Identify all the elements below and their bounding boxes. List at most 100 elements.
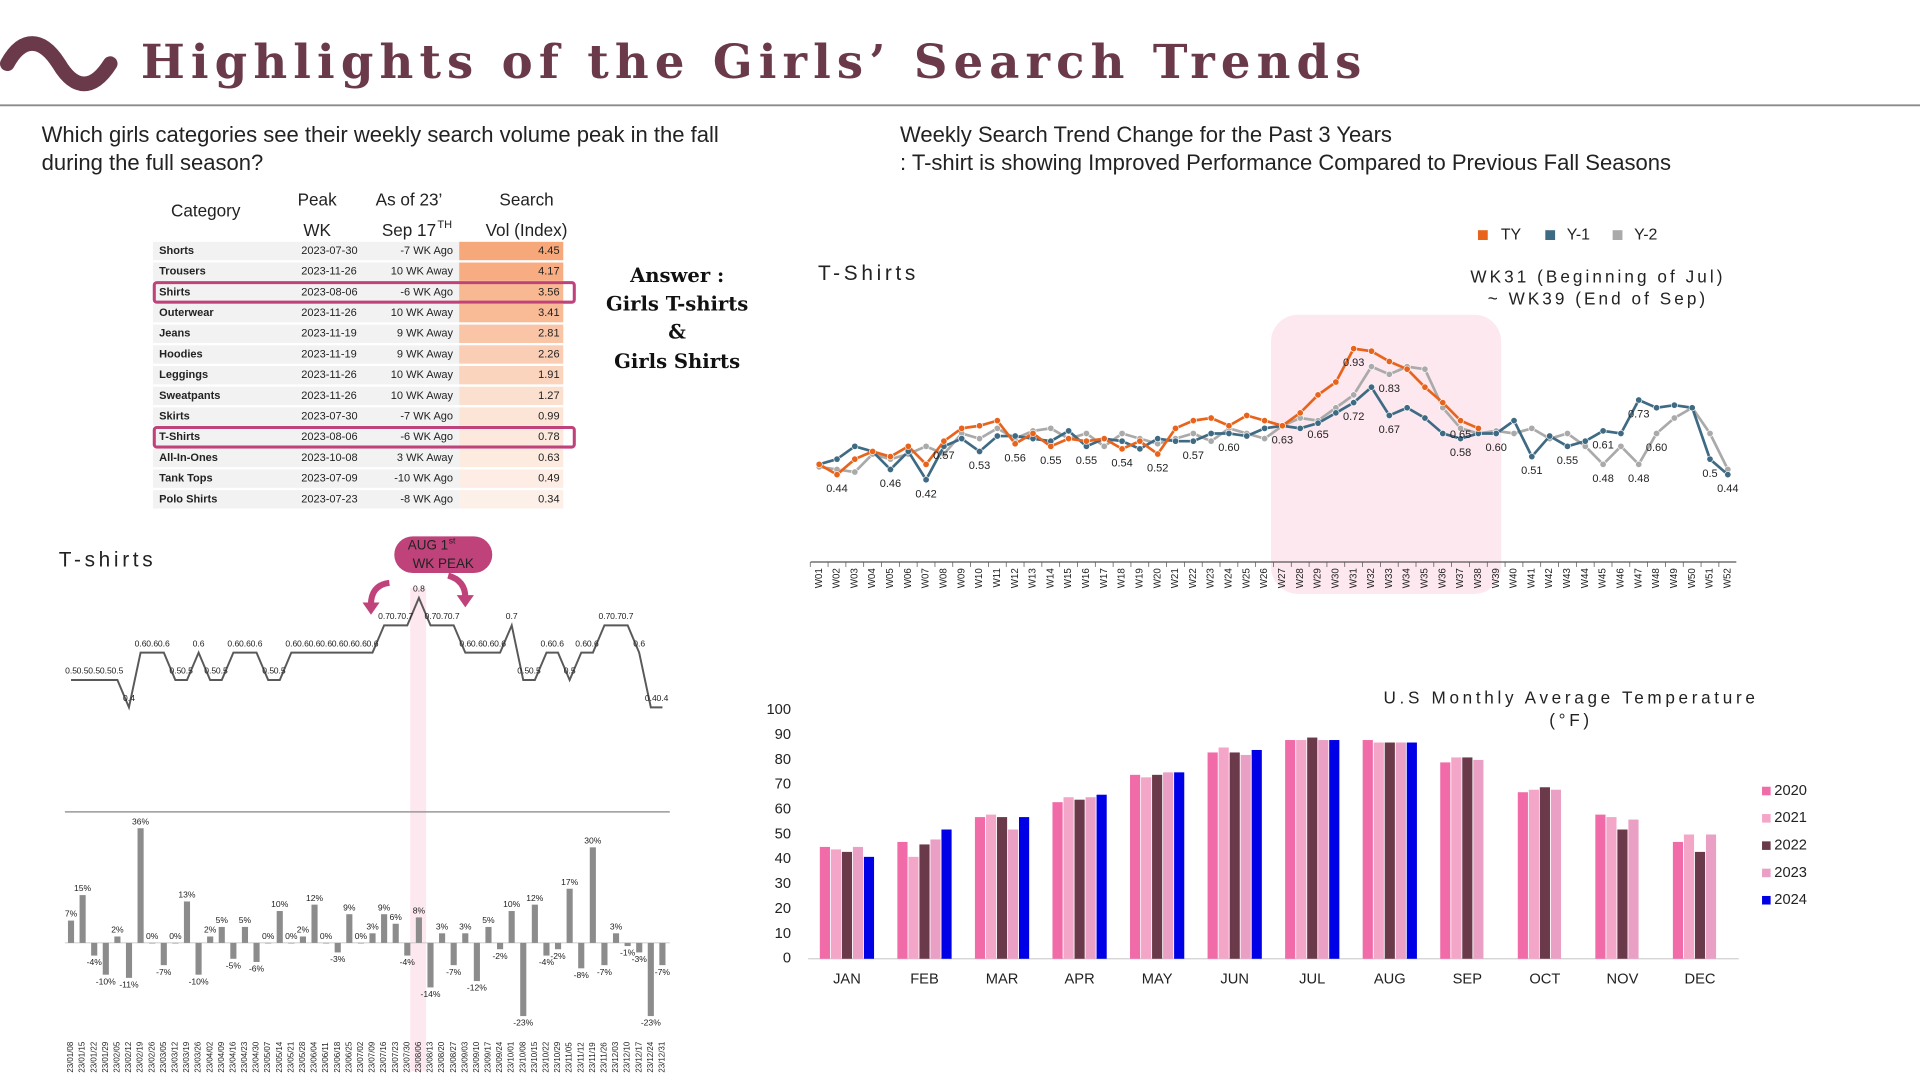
x-tick-label: W21 xyxy=(1170,568,1181,588)
marker xyxy=(922,476,930,484)
data-label: 0.6 xyxy=(193,638,205,648)
x-tick-label: W45 xyxy=(1598,568,1609,589)
bar xyxy=(647,942,654,1017)
x-tick-label: MAR xyxy=(986,971,1019,987)
y-tick-label: 10 xyxy=(775,926,791,942)
marker xyxy=(869,447,877,455)
marker xyxy=(1385,411,1393,419)
marker xyxy=(958,435,966,443)
peak-band xyxy=(410,587,427,1072)
marker xyxy=(1118,429,1126,437)
table-header: Vol (Index) xyxy=(486,220,568,240)
x-tick-label: 23/08/13 xyxy=(426,1041,435,1072)
answer: & xyxy=(668,321,686,344)
data-label: -2% xyxy=(550,951,566,961)
bar xyxy=(1694,851,1706,959)
data-label: 15% xyxy=(74,883,92,893)
data-label: 0.83 xyxy=(1379,383,1400,395)
chart-title: T-shirts xyxy=(59,548,157,571)
data-label: -5% xyxy=(226,960,242,970)
x-tick-label: 23/09/24 xyxy=(495,1041,504,1072)
x-tick-label: W50 xyxy=(1687,568,1698,589)
cell: 0.63 xyxy=(538,452,559,464)
bar xyxy=(1074,799,1085,959)
x-tick-label: 23/05/21 xyxy=(286,1041,295,1072)
vol-cell xyxy=(459,428,564,447)
x-tick-label: 23/07/09 xyxy=(368,1041,377,1072)
bar xyxy=(311,904,318,943)
marker xyxy=(1403,404,1411,412)
bar xyxy=(1063,797,1074,959)
row-bg xyxy=(153,241,460,261)
row-bg xyxy=(153,490,460,509)
data-label: 0.5 xyxy=(204,666,216,676)
data-label: 0.55 xyxy=(1076,455,1097,467)
data-label: 0.5 xyxy=(1702,468,1717,480)
x-tick-label: 23/04/30 xyxy=(252,1041,261,1072)
x-tick-label: W14 xyxy=(1045,568,1056,589)
marker xyxy=(1296,424,1304,432)
data-label: 30% xyxy=(584,835,602,845)
answer: Girls T-shirts xyxy=(606,292,748,315)
cell: 2023-10-08 xyxy=(301,452,357,464)
cell: Outerwear xyxy=(159,307,214,319)
bar xyxy=(334,942,341,953)
x-tick-label: W06 xyxy=(903,568,914,589)
bar xyxy=(1362,740,1373,959)
table-header: Peak xyxy=(298,189,337,209)
row-bg xyxy=(153,345,460,364)
cell: 2023-11-19 xyxy=(301,348,357,360)
marker xyxy=(815,460,823,468)
legend-label: 2020 xyxy=(1774,783,1807,799)
row-bg xyxy=(153,283,460,302)
marker xyxy=(1261,417,1269,425)
data-label: -3% xyxy=(632,954,648,964)
data-label: -10% xyxy=(189,976,209,986)
bar xyxy=(265,942,272,944)
marker xyxy=(1154,450,1162,458)
bar xyxy=(1007,829,1019,959)
x-tick-label: W08 xyxy=(938,568,949,589)
cell: 3.41 xyxy=(538,307,559,319)
marker xyxy=(1403,365,1411,373)
x-tick-label: 23/02/12 xyxy=(124,1041,133,1072)
bar xyxy=(1318,740,1329,959)
bar xyxy=(1307,737,1318,959)
x-tick-label: W36 xyxy=(1437,568,1448,589)
x-tick-label: W26 xyxy=(1259,568,1270,589)
bar xyxy=(450,942,457,966)
y-tick-label: 30 xyxy=(775,876,791,892)
legend-label: 2023 xyxy=(1774,865,1807,881)
x-tick-label: 23/06/25 xyxy=(344,1041,353,1072)
data-label: 0.55 xyxy=(1040,455,1061,467)
legend-swatch xyxy=(1762,868,1771,878)
cell: 2023-11-26 xyxy=(301,307,357,319)
marker xyxy=(1421,414,1429,422)
cell: 4.45 xyxy=(538,245,559,257)
x-tick-label: W05 xyxy=(885,568,896,589)
cell: 9 WK Away xyxy=(397,348,454,360)
x-tick-label: W02 xyxy=(832,568,843,588)
x-tick-label: 23/07/02 xyxy=(356,1041,365,1072)
cell: -10 WK Ago xyxy=(394,473,453,485)
data-label: -23% xyxy=(513,1018,533,1028)
x-tick-label: W18 xyxy=(1117,568,1128,589)
data-label: 0.51 xyxy=(1521,465,1542,477)
data-label: 10% xyxy=(271,899,289,909)
data-label: 0.73 xyxy=(1628,409,1649,421)
trend-line xyxy=(71,595,663,711)
marker xyxy=(1261,435,1269,443)
data-label: 0.5 xyxy=(274,666,286,676)
bar xyxy=(996,817,1008,959)
cell: 2023-11-26 xyxy=(301,266,357,278)
x-tick-label: W13 xyxy=(1028,568,1039,589)
table-header: Search xyxy=(499,189,553,209)
x-tick-label: W34 xyxy=(1402,568,1413,589)
arrow-head xyxy=(362,602,380,615)
legend-label: 2024 xyxy=(1774,892,1807,908)
x-tick-label: JUL xyxy=(1299,971,1325,987)
bar xyxy=(1528,789,1539,959)
x-tick-label: W49 xyxy=(1669,568,1680,588)
marker xyxy=(1457,424,1465,432)
data-label: 0.57 xyxy=(933,450,954,462)
